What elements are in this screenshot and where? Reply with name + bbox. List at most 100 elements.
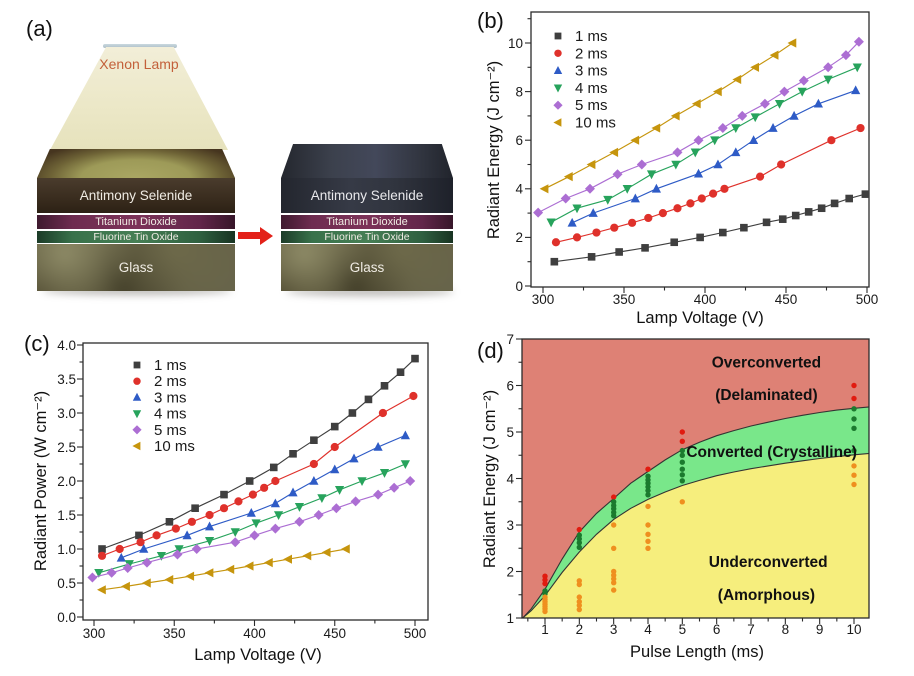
layer-label: Fluorine Tin Oxide — [93, 231, 179, 243]
layer-glass: Glass — [37, 244, 235, 291]
y-axis-title: Radiant Energy (J cm⁻²) — [485, 61, 503, 239]
svg-text:300: 300 — [83, 626, 106, 641]
svg-text:350: 350 — [163, 626, 186, 641]
svg-text:4: 4 — [515, 182, 523, 197]
tick-labels: 300 350 400 450 500 0.0 0.5 1.0 1.5 2.0 2.5 3.0 3.5 4… — [57, 338, 426, 641]
layer-titanium-dioxide-2: Titanium Dioxide — [281, 215, 453, 229]
tick-labels: 300 350 400 450 500 0 2 4 6 8 10 — [508, 36, 878, 307]
xenon-lamp-label: Xenon Lamp — [99, 56, 179, 72]
right-stack-shadow — [286, 287, 454, 296]
svg-text:5: 5 — [506, 425, 514, 440]
chart-d-svg: 1 2 3 4 5 6 7 8 9 10 1 2 3 4 5 6 7 Overconverted (Delamina… — [481, 332, 870, 661]
svg-text:6: 6 — [713, 622, 721, 637]
right-stack-top-face — [281, 144, 453, 178]
chart-b-svg: 300 350 400 450 500 0 2 4 6 8 10 1 ms2 ms3 ms4 ms5 … — [485, 11, 878, 327]
svg-text:0: 0 — [515, 279, 523, 294]
left-stack-top-face — [37, 149, 235, 178]
svg-text:2: 2 — [506, 564, 514, 579]
series-4ms — [546, 63, 862, 228]
svg-text:3.5: 3.5 — [57, 372, 76, 387]
series-10ms — [539, 38, 797, 194]
svg-text:10 ms: 10 ms — [154, 438, 195, 455]
chart-radiant-power-vs-voltage: 300 350 400 450 500 0.0 0.5 1.0 1.5 2.0 2.5 3.0 3.5 4… — [0, 325, 460, 676]
svg-text:7: 7 — [747, 622, 755, 637]
x-axis-title: Lamp Voltage (V) — [194, 646, 322, 664]
xenon-lamp-icon — [103, 44, 177, 48]
region-label: (Delaminated) — [715, 387, 818, 404]
overconverted-points — [542, 382, 857, 587]
process-arrow-icon — [238, 232, 261, 239]
svg-text:1.5: 1.5 — [57, 508, 76, 523]
underconverted-points — [542, 463, 857, 615]
layer-glass-2: Glass — [281, 244, 453, 291]
layer-label: Titanium Dioxide — [326, 216, 408, 228]
svg-text:4.0: 4.0 — [57, 338, 76, 353]
region-label: Underconverted — [709, 554, 828, 571]
svg-text:5 ms: 5 ms — [154, 422, 187, 439]
chart-c-svg: 300 350 400 450 500 0.0 0.5 1.0 1.5 2.0 2.5 3.0 3.5 4… — [32, 338, 429, 664]
svg-text:3: 3 — [506, 518, 514, 533]
svg-text:1 ms: 1 ms — [575, 28, 608, 45]
svg-text:4: 4 — [506, 471, 514, 486]
layer-fluorine-tin-oxide-2: Fluorine Tin Oxide — [281, 231, 453, 243]
svg-text:8: 8 — [515, 84, 523, 99]
series-1ms — [98, 354, 419, 553]
series-3ms — [116, 430, 410, 562]
panel-d-label: (d) — [477, 338, 504, 363]
chart-conversion-process-window: 1 2 3 4 5 6 7 8 9 10 1 2 3 4 5 6 7 Overconverted (Delamina… — [455, 325, 914, 676]
svg-text:2.0: 2.0 — [57, 474, 76, 489]
layer-label: Titanium Dioxide — [95, 216, 177, 228]
svg-text:6: 6 — [515, 133, 523, 148]
layer-titanium-dioxide: Titanium Dioxide — [37, 215, 235, 229]
layer-label: Antimony Selenide — [310, 188, 424, 203]
svg-text:3: 3 — [610, 622, 618, 637]
panel-b-label: (b) — [477, 8, 504, 33]
svg-text:1 ms: 1 ms — [154, 357, 187, 374]
x-axis-title: Pulse Length (ms) — [630, 643, 764, 661]
glass-texture — [281, 244, 453, 291]
svg-text:450: 450 — [323, 626, 346, 641]
layer-label: Glass — [118, 260, 154, 275]
svg-text:8: 8 — [782, 622, 790, 637]
svg-text:2: 2 — [576, 622, 584, 637]
layer-antimony-selenide-amorphous: Antimony Selenide — [37, 178, 235, 213]
chart-radiant-energy-vs-voltage: 300 350 400 450 500 0 2 4 6 8 10 1 ms 2 ms 3 ms 4 ms 5 … — [455, 0, 914, 330]
svg-text:1.0: 1.0 — [57, 542, 76, 557]
svg-text:400: 400 — [243, 626, 266, 641]
svg-text:2.5: 2.5 — [57, 440, 76, 455]
svg-text:0.0: 0.0 — [57, 610, 76, 625]
svg-text:10: 10 — [508, 36, 523, 51]
svg-text:400: 400 — [694, 292, 717, 307]
svg-text:10: 10 — [846, 622, 861, 637]
tick-labels: 1 2 3 4 5 6 7 8 9 10 1 2 3 4 5 6 7 — [506, 332, 861, 637]
series-5ms — [533, 36, 864, 218]
svg-text:7: 7 — [506, 332, 514, 347]
layer-label: Glass — [349, 260, 385, 275]
svg-text:5: 5 — [679, 622, 687, 637]
layer-fluorine-tin-oxide: Fluorine Tin Oxide — [37, 231, 235, 243]
panel-a-label: (a) — [26, 16, 53, 41]
panel-c-label: (c) — [24, 331, 50, 356]
plot-frame — [521, 338, 870, 619]
svg-text:350: 350 — [613, 292, 636, 307]
region-label: Converted (Crystalline) — [686, 444, 857, 461]
svg-text:4 ms: 4 ms — [575, 80, 608, 97]
svg-text:1: 1 — [541, 622, 549, 637]
region-fills — [522, 339, 870, 619]
region-label: (Amorphous) — [718, 587, 815, 604]
y-axis-title: Radiant Power (W cm⁻²) — [32, 391, 50, 571]
series-2ms — [551, 123, 865, 247]
series-10ms — [97, 544, 350, 595]
panel-a: (a) Xenon Lamp Antimony Selenide Titaniu… — [0, 0, 460, 330]
svg-text:10 ms: 10 ms — [575, 115, 616, 132]
series-3ms — [567, 85, 861, 227]
svg-text:0.5: 0.5 — [57, 576, 76, 591]
layer-label: Antimony Selenide — [79, 188, 193, 203]
svg-text:3 ms: 3 ms — [575, 63, 608, 80]
svg-text:3.0: 3.0 — [57, 406, 76, 421]
svg-text:2 ms: 2 ms — [575, 45, 608, 62]
series-1ms — [550, 190, 870, 266]
